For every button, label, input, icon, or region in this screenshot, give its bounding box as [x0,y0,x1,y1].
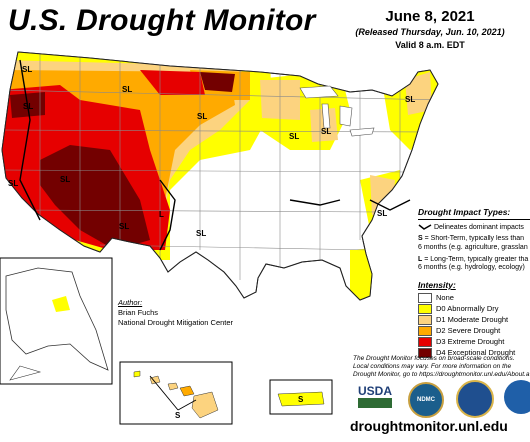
impact-delineates-row: Delineates dominant impacts [418,223,530,233]
noaa-logo-icon [504,380,530,414]
commerce-seal-icon [456,380,494,418]
legend-row-d1: D1 Moderate Drought [418,314,530,325]
map-label-sl-north-dakota: SL [197,112,207,121]
note-line-3: Drought Monitor, go to https://droughtmo… [353,371,530,379]
puerto-rico-inset: S [269,379,333,415]
map-label-sl-carolina: SL [377,209,387,218]
legend-label-none: None [436,293,454,302]
map-label-sl-california: SL [8,179,18,188]
impact-boundaries [19,59,411,251]
d1-new-england-region [405,72,432,115]
impact-long-term-row: L = Long-Term, typically greater tha 6 m… [418,256,530,274]
map-label-l-new-mexico: L [159,210,164,219]
map-label-sl-washington: SL [22,65,32,74]
intensity-legend: Intensity: None D0 Abnormally Dry D1 Mod… [418,280,530,358]
impact-types-legend: Drought Impact Types: Delineates dominan… [418,207,530,276]
author-header: Author: [118,298,143,307]
legend-swatch-d4 [418,347,432,358]
legend-label-d2: D2 Severe Drought [436,326,501,335]
alaska-inset [0,257,113,385]
note-line-1: The Drought Monitor focuses on broad-sca… [353,355,515,362]
map-title: U.S. Drought Monitor [8,4,316,37]
d4-southwest-region [40,145,150,250]
map-label-s-hawaii: S [175,411,181,420]
legend-row-none: None [418,292,530,303]
state-boundaries [2,52,438,280]
short-term-label-2: 6 months (e.g. agriculture, grasslan [418,243,528,251]
date-block: June 8, 2021 (Released Thursday, Jun. 10… [330,8,530,50]
hawaii-inset: S [119,361,233,425]
d4-north-dakota-region [200,72,235,92]
d0-florida-region [350,248,375,300]
map-label-sl-michigan: SL [321,127,331,136]
impact-short-term-row: S = Short-Term, typically less than 6 mo… [418,235,530,253]
legend-row-d0: D0 Abnormally Dry [418,303,530,314]
ndmc-logo: NDMC [408,382,444,418]
delineation-line-icon [418,223,432,230]
legend-swatch-none [418,292,432,303]
disclaimer-note: The Drought Monitor focuses on broad-sca… [353,355,530,379]
author-name: Brian Fuchs [118,308,159,318]
map-label-sl-texas: SL [196,229,206,238]
legend-row-d2: D2 Severe Drought [418,325,530,336]
impact-delineates-label: Delineates dominant impacts [433,223,524,231]
legend-swatch-d3 [418,336,432,347]
map-date: June 8, 2021 [385,8,475,25]
short-term-code: S [418,235,423,243]
usda-logo: USDA [358,384,393,398]
map-label-s-puerto-rico: S [298,395,304,404]
legend-row-d3: D3 Extreme Drought [418,336,530,347]
map-label-sl-new-england: SL [405,95,415,104]
legend-label-d1: D1 Moderate Drought [436,315,509,324]
map-label-sl-wisconsin: SL [289,132,299,141]
note-line-2: Local conditions may vary. For more info… [353,363,512,371]
map-label-sl-montana: SL [122,85,132,94]
long-term-label-2: 6 months (e.g. hydrology, ecology) [418,264,525,272]
website-url[interactable]: droughtmonitor.unl.edu [350,418,508,434]
legend-label-d4: D4 Exceptional Drought [436,348,516,357]
d3-montana-region [140,70,205,95]
legend-swatch-d2 [418,325,432,336]
legend-label-d3: D3 Extreme Drought [436,337,505,346]
map-label-sl-arizona: SL [119,222,129,231]
long-term-label-1: = Long-Term, typically greater tha [422,255,529,263]
release-date: (Released Thursday, Jun. 10, 2021) [355,27,505,37]
legend-swatch-d1 [418,314,432,325]
map-label-sl-oregon: SL [23,102,33,111]
usda-logo-bar [358,398,392,408]
legend-row-d4: D4 Exceptional Drought [418,347,530,358]
impact-types-header: Drought Impact Types: [418,207,530,220]
great-lakes [299,85,375,137]
author-org: National Drought Mitigation Center [118,318,234,328]
legend-label-d0: D0 Abnormally Dry [436,304,499,313]
author-block: Author: Brian Fuchs National Drought Mit… [118,298,233,328]
intensity-header: Intensity: [418,280,456,290]
valid-time: Valid 8 a.m. EDT [395,40,465,50]
long-term-code: L [418,255,423,263]
short-term-label-1: = Short-Term, typically less than [422,235,525,243]
legend-swatch-d0 [418,303,432,314]
ndmc-logo-text: NDMC [417,397,435,403]
map-label-sl-nevada: SL [60,175,70,184]
